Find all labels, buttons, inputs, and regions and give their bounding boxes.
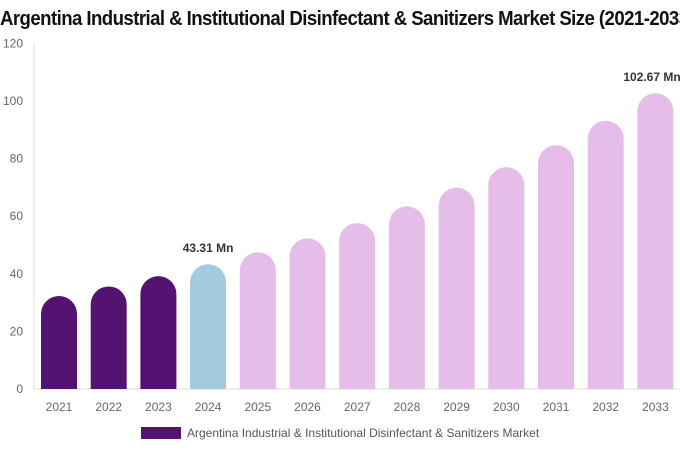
- bar-2033: [637, 93, 674, 389]
- legend-swatch: [141, 427, 181, 439]
- x-tick-label: 2029: [443, 400, 470, 414]
- y-tick-label: 100: [3, 94, 23, 108]
- y-tick-label: 20: [10, 324, 24, 338]
- y-tick-label: 60: [10, 209, 24, 223]
- x-tick-label: 2027: [344, 400, 371, 414]
- bar-2029: [438, 187, 475, 389]
- y-tick-label: 0: [16, 382, 23, 396]
- x-tick-label: 2021: [46, 400, 73, 414]
- x-tick-label: 2025: [244, 400, 271, 414]
- x-tick-label: 2022: [95, 400, 122, 414]
- x-tick-label: 2030: [493, 400, 520, 414]
- chart-title: Argentina Industrial & Institutional Dis…: [0, 8, 680, 30]
- bar-2025: [239, 252, 276, 389]
- x-tick-label: 2032: [592, 400, 619, 414]
- bar-2031: [538, 145, 574, 389]
- bar-2022: [90, 286, 127, 389]
- bar-2023: [140, 276, 177, 389]
- x-tick-label: 2024: [195, 400, 222, 414]
- legend: Argentina Industrial & Institutional Dis…: [141, 426, 539, 440]
- bar-2032: [587, 120, 624, 389]
- bar-2021: [41, 295, 77, 389]
- x-tick-label: 2028: [394, 400, 421, 414]
- bar-2030: [488, 167, 525, 389]
- bar-2028: [388, 206, 425, 389]
- bar-2027: [339, 223, 376, 389]
- data-label: 43.31 Mn: [183, 241, 234, 255]
- data-label: 102.67 Mn: [623, 70, 680, 84]
- x-tick-label: 2031: [543, 400, 570, 414]
- x-tick-label: 2023: [145, 400, 172, 414]
- bar-2026: [289, 238, 326, 389]
- x-tick-label: 2033: [642, 400, 669, 414]
- x-tick-label: 2026: [294, 400, 321, 414]
- y-tick-label: 80: [10, 152, 24, 166]
- y-tick-label: 120: [3, 36, 23, 50]
- y-tick-label: 40: [10, 267, 24, 281]
- bar-2024: [190, 264, 227, 389]
- legend-label: Argentina Industrial & Institutional Dis…: [187, 426, 540, 440]
